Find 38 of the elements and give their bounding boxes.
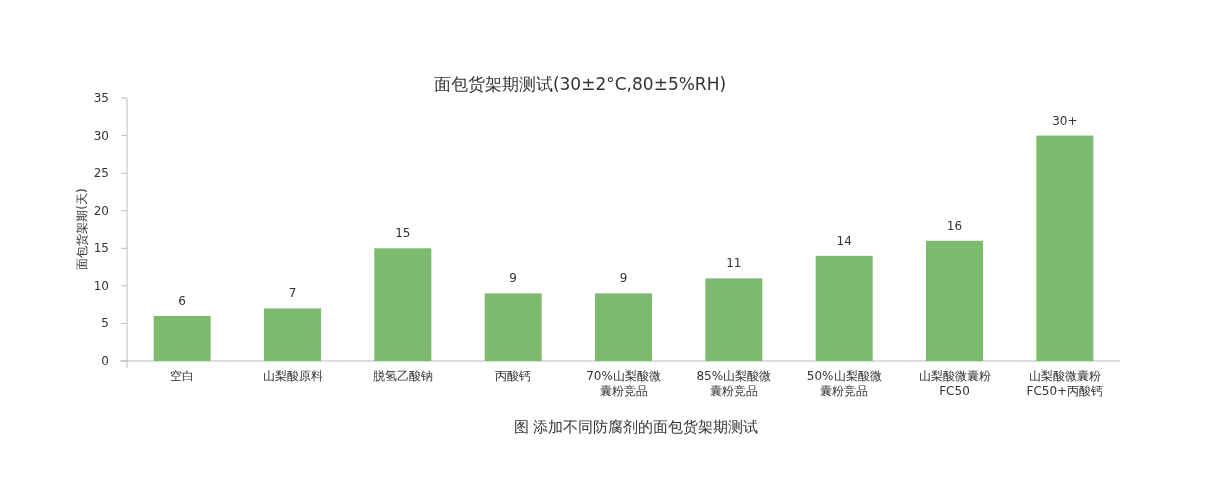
data-label: 9 <box>619 271 628 286</box>
data-label: 14 <box>836 233 852 248</box>
bar <box>815 255 873 361</box>
data-label: 30+ <box>1052 113 1078 128</box>
y-tick-label: 30 <box>93 128 109 143</box>
y-tick-label: 35 <box>93 91 109 105</box>
bar <box>374 248 432 361</box>
y-tick-label: 15 <box>93 241 109 256</box>
bar <box>926 240 983 361</box>
y-tick-label: 0 <box>101 354 109 368</box>
bar <box>153 315 211 361</box>
data-label: 9 <box>509 271 517 286</box>
y-tick-label: 25 <box>93 166 109 181</box>
y-tick-label: 5 <box>101 316 109 331</box>
x-tick-label: 50%山梨酸微囊粉竞品 <box>806 369 882 398</box>
x-tick-label: 85%山梨酸微囊粉竞品 <box>696 369 772 398</box>
x-tick-label: 山梨酸原料 <box>262 369 323 383</box>
x-tick-label: 丙酸钙 <box>495 369 532 383</box>
x-tick-label: 空白 <box>170 369 195 383</box>
data-label: 11 <box>726 256 742 271</box>
x-tick-label: 70%山梨酸微囊粉竞品 <box>586 369 661 398</box>
data-label: 15 <box>395 226 411 241</box>
x-tick-label: 山梨酸微囊粉FC50 <box>918 369 991 398</box>
data-label: 16 <box>946 218 963 233</box>
bar <box>595 293 652 361</box>
x-tick-label: 脱氢乙酸钠 <box>372 369 433 383</box>
bar <box>484 293 542 361</box>
bar <box>264 308 321 361</box>
data-label: 7 <box>288 286 297 301</box>
x-tick-label: 山梨酸微囊粉FC50+丙酸钙 <box>1026 369 1104 398</box>
bar <box>705 278 763 361</box>
chart-title: 面包货架期测试(30±2°C,80±5%RH) <box>433 74 727 94</box>
y-tick-label: 10 <box>93 278 109 293</box>
y-axis-title: 面包货架期(天) <box>75 188 89 270</box>
data-label: 6 <box>178 293 186 308</box>
bar <box>1036 135 1094 361</box>
text: 图 添加不同防腐剂的面包货架期测试 <box>513 418 759 436</box>
y-tick-label: 20 <box>93 203 109 218</box>
